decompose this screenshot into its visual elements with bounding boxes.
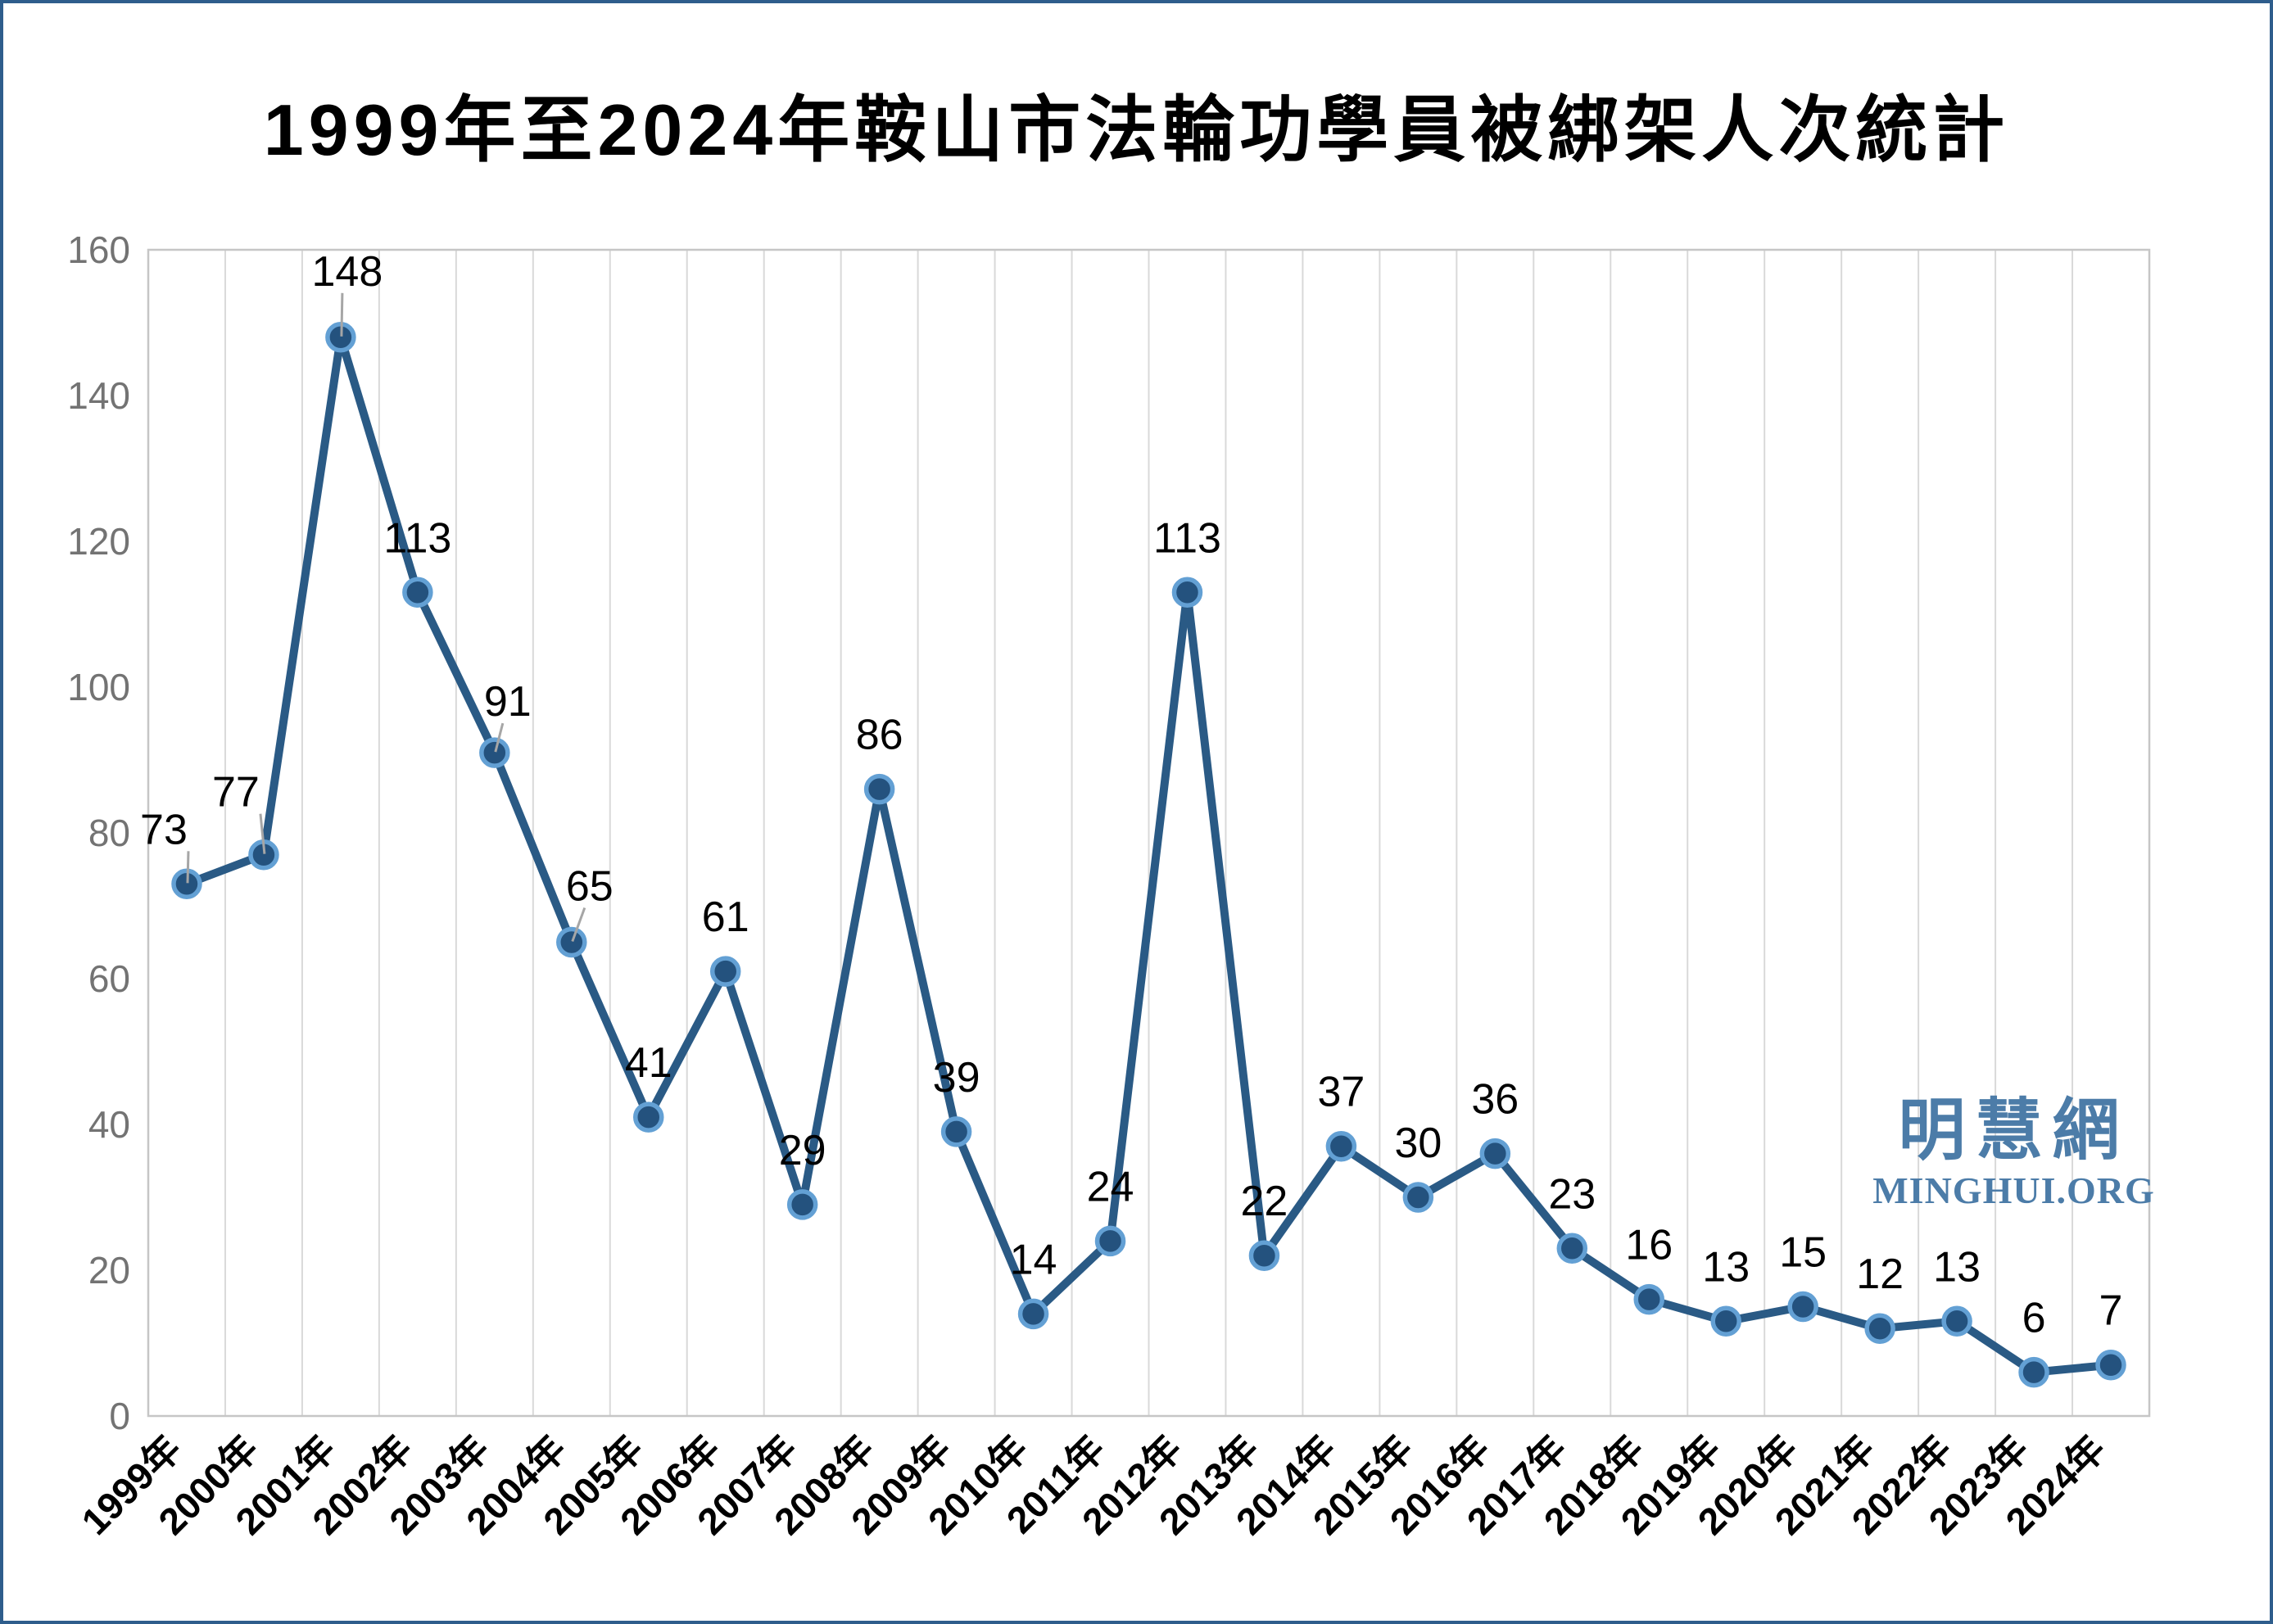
watermark: 明慧網 MINGHUI.ORG — [1872, 1093, 2155, 1212]
data-label: 77 — [212, 769, 260, 817]
data-point-2008年 — [863, 773, 895, 805]
data-label: 61 — [702, 893, 749, 941]
data-label: 39 — [933, 1054, 980, 1102]
data-point-2002年 — [402, 577, 433, 608]
watermark-latin-text: MINGHUI.ORG — [1872, 1169, 2155, 1212]
data-label: 22 — [1241, 1178, 1288, 1225]
data-point-2011年 — [1094, 1225, 1126, 1257]
data-point-2015年 — [1402, 1182, 1434, 1213]
y-tick-label: 140 — [67, 374, 130, 417]
watermark-cjk-text: 明慧網 — [1898, 1093, 2130, 1168]
y-tick-label: 160 — [67, 228, 130, 271]
data-label: 14 — [1010, 1236, 1057, 1283]
label-leader-line — [571, 907, 586, 943]
data-label: 73 — [140, 806, 188, 853]
data-point-2010年 — [1017, 1298, 1049, 1330]
data-label: 37 — [1317, 1069, 1365, 1116]
data-point-2019年 — [1710, 1305, 1741, 1337]
data-point-2023年 — [2018, 1356, 2049, 1388]
data-label: 29 — [779, 1127, 826, 1174]
data-label: 15 — [1779, 1229, 1827, 1277]
data-label: 86 — [856, 712, 903, 759]
data-point-2003年 — [479, 737, 510, 768]
data-point-2005年 — [633, 1102, 664, 1133]
chart-title: 1999年至2024年鞍山市法輪功學員被綁架人次統計 — [263, 89, 2010, 170]
y-tick-label: 80 — [88, 812, 130, 854]
data-point-2016年 — [1479, 1138, 1511, 1169]
label-leader-line — [259, 813, 266, 854]
data-point-2014年 — [1325, 1130, 1357, 1162]
data-label: 13 — [1702, 1243, 1750, 1291]
data-label: 36 — [1471, 1076, 1519, 1124]
data-point-2007年 — [786, 1189, 818, 1220]
y-tick-label: 0 — [109, 1395, 130, 1437]
data-point-2024年 — [2095, 1349, 2126, 1381]
data-label: 6 — [2022, 1295, 2046, 1342]
data-point-2004年 — [556, 926, 587, 958]
data-label: 113 — [383, 514, 451, 562]
data-label: 13 — [1933, 1243, 1981, 1291]
data-point-2009年 — [940, 1116, 972, 1147]
y-tick-label: 60 — [88, 957, 130, 1000]
y-tick-label: 40 — [88, 1103, 130, 1146]
y-tick-label: 100 — [67, 666, 130, 708]
data-point-2018年 — [1633, 1283, 1664, 1315]
data-label: 41 — [625, 1039, 672, 1087]
line-chart-canvas: 0204060801001201401601999年2000年2001年2002… — [67, 228, 2151, 1543]
data-label: 148 — [312, 248, 383, 296]
data-point-2012年 — [1171, 577, 1203, 608]
data-point-2022年 — [1941, 1305, 1972, 1337]
data-label: 113 — [1153, 514, 1221, 562]
data-point-2017年 — [1556, 1233, 1588, 1264]
data-point-2013年 — [1248, 1240, 1280, 1271]
data-label: 30 — [1394, 1120, 1442, 1167]
data-point-2006年 — [709, 956, 741, 987]
label-leader-line — [494, 722, 505, 753]
data-label: 12 — [1856, 1251, 1904, 1298]
y-tick-label: 120 — [67, 520, 130, 563]
data-point-2021年 — [1864, 1313, 1895, 1344]
data-label: 16 — [1625, 1222, 1673, 1269]
data-label: 7 — [2099, 1287, 2123, 1335]
data-label: 91 — [484, 678, 532, 726]
data-point-2020年 — [1787, 1291, 1818, 1323]
plot-area-border — [147, 248, 2151, 1418]
data-label: 23 — [1548, 1170, 1596, 1218]
y-tick-label: 20 — [88, 1249, 130, 1292]
data-label: 24 — [1087, 1163, 1134, 1210]
data-label: 65 — [566, 863, 614, 911]
